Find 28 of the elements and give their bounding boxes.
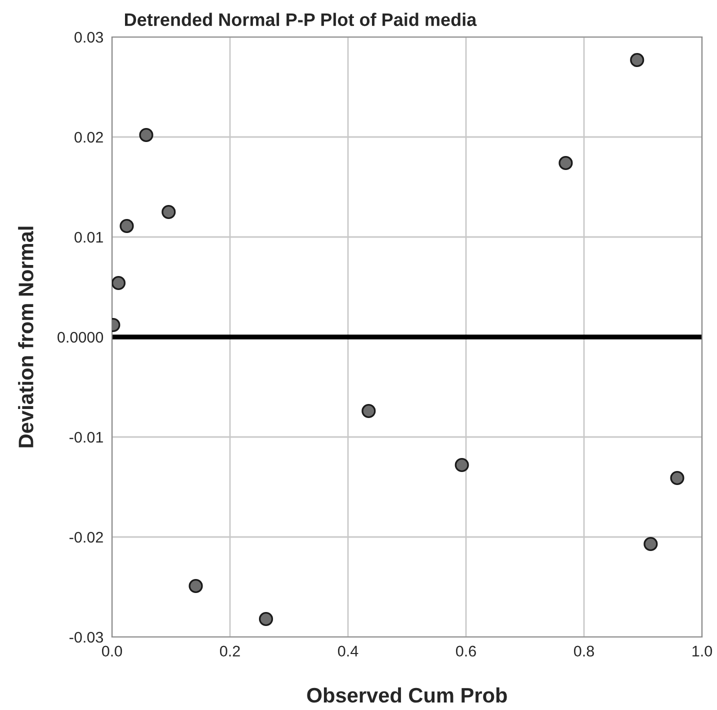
point [139, 128, 154, 142]
y-tick-label: 0.03 [74, 32, 103, 43]
y-tick-label: -0.01 [70, 432, 103, 443]
point [112, 276, 126, 290]
y-tick-label: 0.01 [74, 232, 103, 243]
point [558, 156, 573, 170]
x-tick-label: 0.0 [102, 646, 122, 657]
x-axis-title: Observed Cum Prob [307, 687, 507, 703]
point [188, 578, 203, 594]
point [630, 52, 644, 68]
y-axis-title: Deviation from Normal [18, 226, 34, 448]
y-tick-label: 0.02 [74, 132, 103, 143]
point [258, 612, 274, 626]
x-tick-label: 0.4 [338, 646, 358, 657]
chart-title: Detrended Normal P-P Plot of Paid media [125, 12, 477, 26]
x-tick-label: 0.6 [456, 646, 476, 657]
point [670, 470, 684, 486]
y-tick-label: -0.03 [70, 632, 103, 643]
point [644, 536, 658, 552]
point [162, 204, 176, 220]
x-tick-label: 0.8 [574, 646, 594, 657]
point [454, 458, 469, 472]
point [120, 218, 134, 234]
y-tick-label: -0.02 [70, 532, 103, 543]
x-tick-label: 1.0 [692, 646, 712, 657]
y-tick-label: 0.0000 [58, 332, 104, 343]
point [362, 404, 376, 418]
x-tick-label: 0.2 [220, 646, 240, 657]
